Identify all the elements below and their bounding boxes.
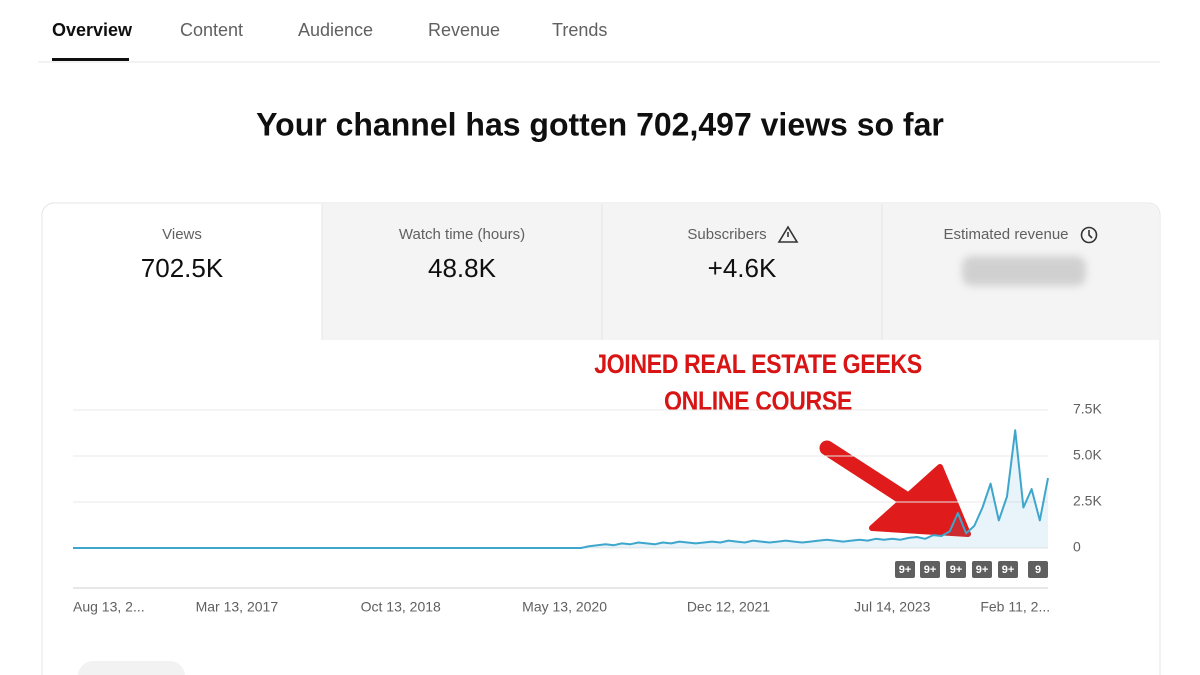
badge-label: 9+: [1002, 564, 1015, 576]
tab[interactable]: Overview: [52, 20, 133, 40]
pill-button[interactable]: [78, 661, 185, 675]
marker-badge[interactable]: 9+: [998, 561, 1018, 578]
metric-value: 48.8K: [428, 253, 497, 283]
clock-hand: [1088, 230, 1093, 239]
badge-label: 9+: [976, 564, 989, 576]
y-tick-label: 5.0K: [1073, 447, 1102, 463]
metric[interactable]: Subscribers +4.6K: [687, 225, 799, 283]
metric[interactable]: Watch time (hours) 48.8K: [399, 226, 525, 283]
x-tick-label: May 13, 2020: [522, 599, 607, 615]
tab[interactable]: Trends: [552, 20, 607, 40]
clock-icon: [1080, 226, 1098, 244]
badge-label: 9+: [950, 564, 963, 576]
tab[interactable]: Content: [180, 20, 243, 40]
metric[interactable]: Views 702.5K: [141, 226, 224, 283]
badge-label: 9+: [899, 564, 912, 576]
metric-label: Subscribers: [687, 226, 766, 243]
metric[interactable]: Estimated revenue: [943, 226, 1098, 286]
metric-value: +4.6K: [708, 253, 777, 283]
annotation-arrow-head: [869, 464, 971, 537]
headline: Your channel has gotten 702,497 views so…: [256, 106, 944, 142]
marker-badge[interactable]: 9+: [895, 561, 915, 578]
marker-badge[interactable]: 9+: [972, 561, 992, 578]
badge-bg: [920, 561, 940, 578]
x-tick-label: Dec 12, 2021: [687, 599, 770, 615]
metric-value: 702.5K: [141, 253, 224, 283]
badge-bg: [972, 561, 992, 578]
metric-label: Estimated revenue: [943, 226, 1068, 243]
warning-icon: [777, 225, 799, 243]
badge-bg: [946, 561, 966, 578]
line: [73, 429, 1049, 549]
tab-underline: [52, 58, 129, 61]
x-tick-label: Oct 13, 2018: [361, 599, 441, 615]
marker-badge[interactable]: 9+: [946, 561, 966, 578]
x-tick-label: Mar 13, 2017: [196, 599, 279, 615]
badge-bg: [1028, 561, 1048, 578]
badge-label: 9: [1035, 564, 1041, 576]
y-tick-label: 7.5K: [1073, 401, 1102, 417]
tab[interactable]: Revenue: [428, 20, 500, 40]
y-tick-label: 0: [1073, 539, 1081, 555]
metric-label: Watch time (hours): [399, 226, 525, 243]
badge-bg: [998, 561, 1018, 578]
badge-label: 9+: [924, 564, 937, 576]
tab[interactable]: Audience: [298, 20, 373, 40]
annotation-text: JOINED REAL ESTATE GEEKS: [594, 350, 922, 380]
badge-bg: [895, 561, 915, 578]
annotation-arrow-shaft: [819, 440, 923, 513]
annotation-text: ONLINE COURSE: [664, 387, 852, 417]
metric-label: Views: [162, 226, 202, 243]
marker-badge[interactable]: 9+: [920, 561, 940, 578]
marker-badge[interactable]: 9: [1028, 561, 1048, 578]
x-tick-label: Jul 14, 2023: [854, 599, 930, 615]
metric-unselected-bg: [322, 204, 1159, 340]
area: [73, 430, 1048, 548]
blurred-value: [962, 256, 1086, 286]
x-tick-label: Feb 11, 2...: [980, 599, 1050, 615]
x-tick-label: Aug 13, 2...: [73, 599, 145, 615]
y-tick-label: 2.5K: [1073, 493, 1102, 509]
